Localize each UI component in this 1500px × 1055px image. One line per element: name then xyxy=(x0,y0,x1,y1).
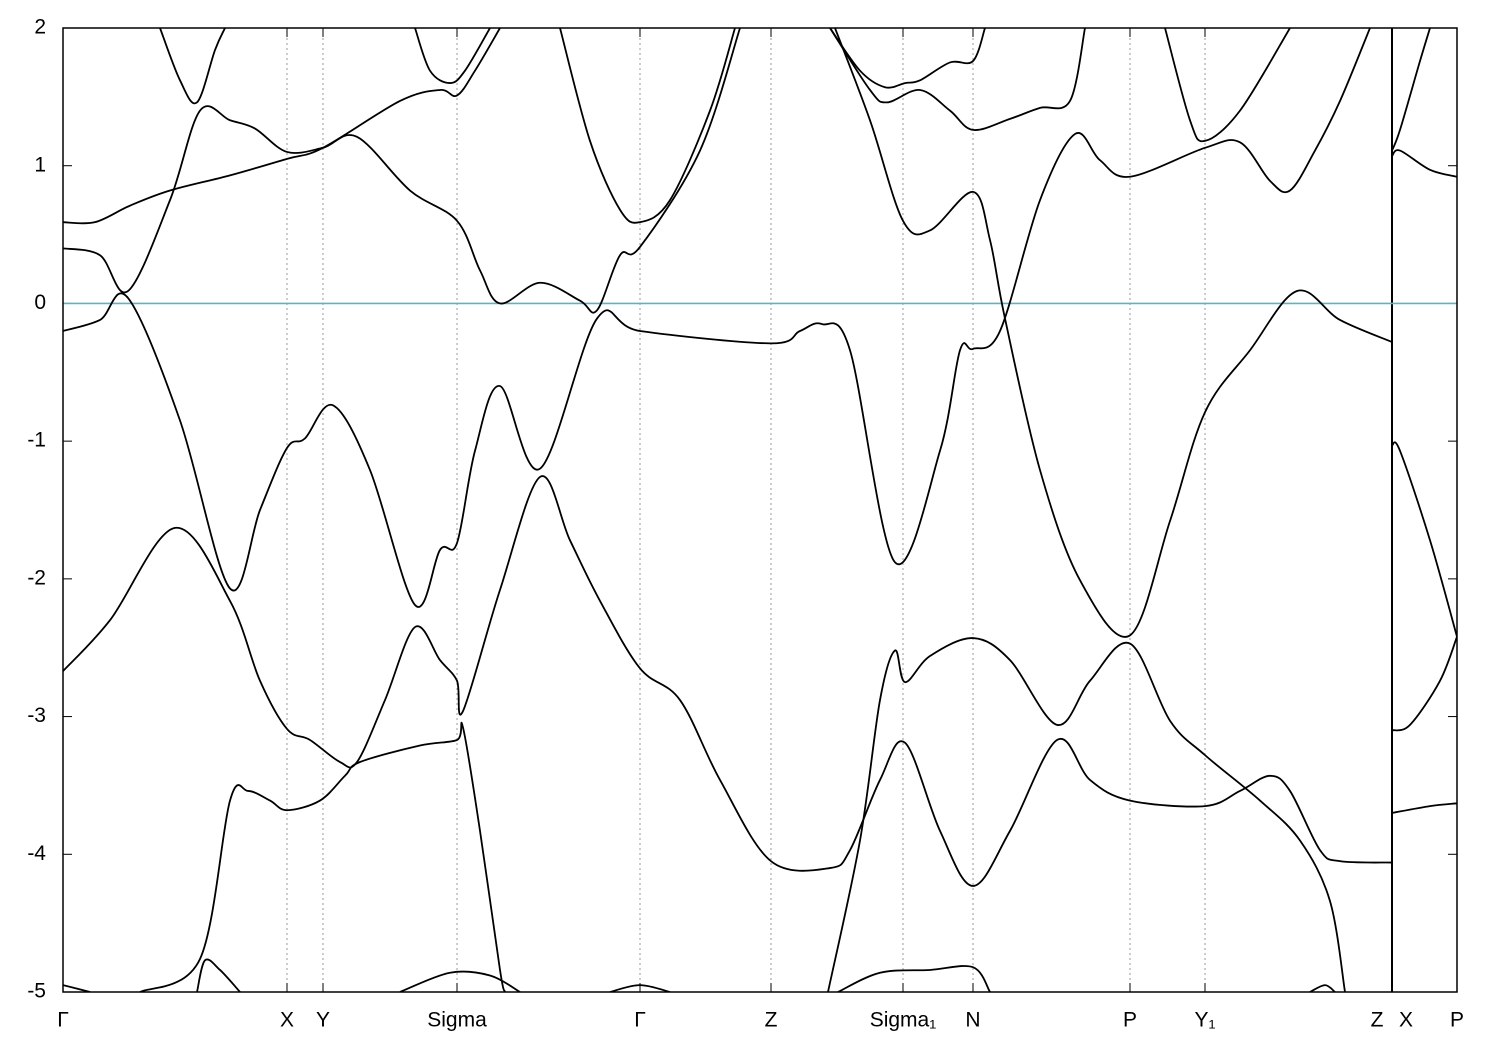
x-tick-label: X xyxy=(280,1009,294,1032)
band-line xyxy=(827,637,1346,992)
x-tick-label: Sigma xyxy=(427,1009,487,1032)
bands xyxy=(63,28,1457,992)
y-tick-label: 0 xyxy=(34,291,46,314)
band-line xyxy=(834,28,1393,638)
x-tick-label: Z xyxy=(1371,1009,1384,1032)
x-tick-label: Z xyxy=(765,1009,778,1032)
band-line xyxy=(837,965,991,992)
x-tick-label: Γ xyxy=(57,1009,69,1032)
y-tick-label: -2 xyxy=(27,566,46,589)
band-line xyxy=(63,28,1371,608)
band-line xyxy=(63,28,741,314)
x-tick-label: P xyxy=(1123,1009,1137,1032)
band-line xyxy=(196,958,241,992)
plot-frame xyxy=(62,27,1458,993)
x-tick-label: Sigma₁ xyxy=(870,1009,937,1032)
band-line xyxy=(63,475,1393,887)
band-line xyxy=(609,984,671,992)
y-tick-label: -3 xyxy=(27,704,46,727)
x-tick-label: P xyxy=(1450,1009,1464,1032)
x-tick-label: N xyxy=(965,1009,980,1032)
band-line xyxy=(559,28,736,224)
band-line xyxy=(1391,802,1457,814)
x-tick-label: X xyxy=(1399,1009,1413,1032)
band-line xyxy=(414,28,491,84)
band-line xyxy=(1391,149,1457,178)
x-tick-label: Y₁ xyxy=(1194,1009,1215,1032)
band-line xyxy=(1391,28,1431,151)
y-tick-label: -5 xyxy=(27,980,46,1003)
band-line xyxy=(1164,28,1291,143)
band-line xyxy=(63,28,501,225)
band-line xyxy=(1309,984,1336,992)
x-tick-label: Γ xyxy=(634,1009,646,1032)
band-line xyxy=(159,28,226,105)
y-tick-label: 2 xyxy=(34,16,46,39)
y-tick-label: 1 xyxy=(34,153,46,176)
x-tick-label: Y xyxy=(316,1009,330,1032)
band-line xyxy=(63,984,91,992)
y-tick-label: -1 xyxy=(27,429,46,452)
y-tick-label: -4 xyxy=(27,842,46,865)
band-line xyxy=(139,721,506,992)
band-line xyxy=(829,28,1086,131)
band-line xyxy=(829,28,986,89)
band-line xyxy=(1391,636,1457,732)
band-line xyxy=(1391,441,1457,637)
band-line xyxy=(399,970,521,992)
